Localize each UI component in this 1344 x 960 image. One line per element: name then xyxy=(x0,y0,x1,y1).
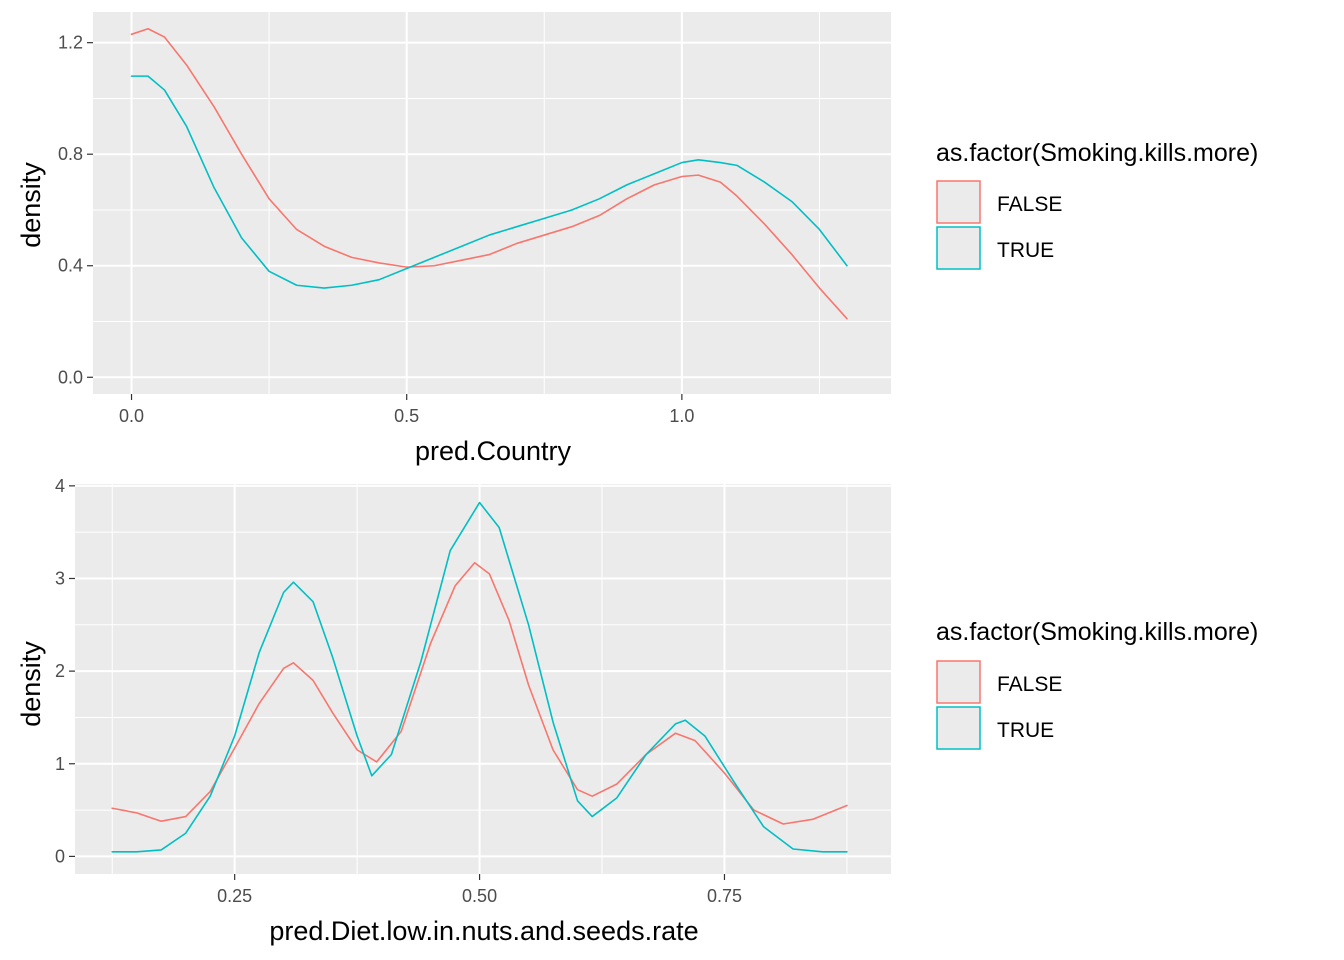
x-tick-label-2: 0.75 xyxy=(707,886,742,906)
legend-title-1: as.factor(Smoking.kills.more) xyxy=(936,139,1258,167)
legend-item-true-1: TRUE xyxy=(936,226,1054,270)
x-axis-1: 0.0 0.5 1.0 xyxy=(119,394,694,426)
y-tick-label-1: 1.2 xyxy=(58,33,83,53)
x-tick-label-1: 1.0 xyxy=(669,406,694,426)
minor-gridlines-2 xyxy=(75,484,891,874)
y-tick-label-2: 2 xyxy=(55,661,65,681)
y-tick-label-1: 0.8 xyxy=(58,144,83,164)
density-panel-2: 0 1 2 3 4 0.25 0.50 0.75 pred.Diet.low.in.nuts… xyxy=(16,476,1258,946)
plot-background-2 xyxy=(75,484,891,874)
y-axis-title-2: density xyxy=(16,641,46,727)
y-tick-label-2: 0 xyxy=(55,846,65,866)
x-tick-label-2: 0.50 xyxy=(462,886,497,906)
y-tick-label-1: 0.0 xyxy=(58,367,83,387)
legend-key-true-1 xyxy=(936,226,981,270)
y-axis-2: 0 1 2 3 4 xyxy=(55,476,75,866)
legend-label-true-1: TRUE xyxy=(997,239,1054,262)
legend-key-true-2 xyxy=(936,706,981,750)
legend-item-false-2: FALSE xyxy=(936,660,1062,704)
legend-key-false-2 xyxy=(936,660,981,704)
density-line-true-1 xyxy=(130,75,848,289)
y-axis-title-1: density xyxy=(16,162,46,248)
y-tick-label-1: 0.4 xyxy=(58,256,83,276)
y-tick-label-2: 4 xyxy=(55,476,65,496)
x-axis-title-2: pred.Diet.low.in.nuts.and.seeds.rate xyxy=(269,916,698,946)
x-tick-label-1: 0.5 xyxy=(394,406,419,426)
y-tick-label-2: 1 xyxy=(55,754,65,774)
x-axis-2: 0.25 0.50 0.75 xyxy=(217,874,742,906)
plot-background-1 xyxy=(93,12,891,394)
legend-item-true-2: TRUE xyxy=(936,706,1054,750)
series-lines-1 xyxy=(130,27,848,320)
x-axis-title-1: pred.Country xyxy=(415,436,572,466)
legend-label-false-1: FALSE xyxy=(997,193,1062,216)
major-gridlines-1 xyxy=(93,12,891,394)
density-panel-1: 0.0 0.4 0.8 1.2 0.0 0.5 1.0 pred.Country dens… xyxy=(16,12,1258,466)
x-tick-label-2: 0.25 xyxy=(217,886,252,906)
legend-key-false-1 xyxy=(936,180,981,224)
y-axis-1: 0.0 0.4 0.8 1.2 xyxy=(58,33,93,387)
legend-item-false-1: FALSE xyxy=(936,180,1062,224)
legend-2: as.factor(Smoking.kills.more) FALSE TRUE xyxy=(936,618,1258,750)
x-tick-label-1: 0.0 xyxy=(119,406,144,426)
y-tick-label-2: 3 xyxy=(55,568,65,588)
density-line-true-2 xyxy=(111,501,848,853)
legend-label-true-2: TRUE xyxy=(997,719,1054,742)
series-lines-2 xyxy=(111,501,848,853)
legend-1: as.factor(Smoking.kills.more) FALSE TRUE xyxy=(936,139,1258,270)
density-line-false-1 xyxy=(130,27,848,320)
legend-title-2: as.factor(Smoking.kills.more) xyxy=(936,618,1258,646)
legend-label-false-2: FALSE xyxy=(997,673,1062,696)
density-line-false-2 xyxy=(111,561,848,825)
major-gridlines-2 xyxy=(75,484,891,874)
